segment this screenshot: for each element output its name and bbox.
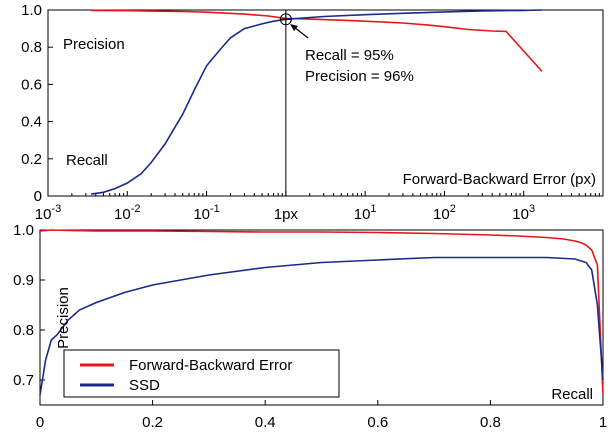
top-x-tick-label: 102 (433, 203, 456, 223)
recall-annotation: Recall = 95% (305, 47, 394, 64)
bottom-x-axis-label: Recall (551, 386, 593, 403)
top-plot-frame (47, 9, 604, 197)
bottom-series-line-forward-backward-error (39, 229, 604, 396)
top-series-line-precision (91, 9, 543, 72)
bottom-series-line-ssd (39, 256, 604, 396)
top-y-tick-label: 0.8 (21, 39, 42, 56)
bottom-y-tick-label: 1.0 (13, 222, 34, 239)
legend-label-fb: Forward-Backward Error (129, 357, 292, 374)
bottom-plot-frame (39, 229, 604, 406)
top-chart: 0 0.2 0.4 0.6 0.8 1.0 10-3 10-2 10-1 1px 101 102 103… (21, 2, 604, 223)
top-x-tick-label: 1px (274, 206, 299, 223)
bottom-y-tick-label: 0.9 (13, 272, 34, 289)
bottom-series (39, 229, 604, 396)
top-series (90, 9, 543, 195)
bottom-x-tick-label: 0.6 (367, 414, 388, 431)
bottom-x-tick-label: 0.4 (255, 414, 276, 431)
precision-series-label: Precision (63, 36, 125, 53)
bottom-chart: 0.7 0.8 0.9 1.0 0 0.2 0.4 0.6 0.8 1 Precision Rec… (13, 222, 607, 431)
top-x-tick-label: 101 (354, 203, 377, 223)
bottom-x-tick-label: 0.2 (142, 414, 163, 431)
annotation-arrow (290, 24, 309, 39)
bottom-ticks: 0.7 0.8 0.9 1.0 0 0.2 0.4 0.6 0.8 1 (13, 222, 607, 431)
bottom-y-tick-label: 0.8 (13, 322, 34, 339)
top-x-tick-label: 10-2 (114, 203, 140, 223)
bottom-y-axis-label: Precision (55, 287, 72, 349)
bottom-x-tick-label: 1 (599, 414, 607, 431)
legend-box (63, 349, 340, 398)
bottom-x-tick-label: 0.8 (480, 414, 501, 431)
top-ticks: 0 0.2 0.4 0.6 0.8 1.0 10-3 10-2 10-1 1px 101 102 103 (21, 2, 600, 223)
top-x-axis-label: Forward-Backward Error (px) (403, 171, 596, 188)
legend-label-ssd: SSD (129, 377, 160, 394)
precision-annotation: Precision = 96% (305, 68, 414, 85)
top-y-tick-label: 0 (34, 188, 42, 205)
top-y-tick-label: 1.0 (21, 2, 42, 19)
recall-series-label: Recall (66, 152, 108, 169)
top-x-tick-label: 10-3 (35, 203, 61, 223)
top-x-tick-label: 103 (512, 203, 535, 223)
top-y-tick-label: 0.6 (21, 76, 42, 93)
top-series-line-recall (90, 9, 543, 195)
legend: Forward-Backward Error SSD (63, 349, 340, 398)
bottom-y-tick-label: 0.7 (13, 372, 34, 389)
top-y-tick-label: 0.2 (21, 151, 42, 168)
top-y-tick-label: 0.4 (21, 114, 42, 131)
top-x-tick-label: 10-1 (193, 203, 219, 223)
bottom-x-tick-label: 0 (36, 414, 44, 431)
